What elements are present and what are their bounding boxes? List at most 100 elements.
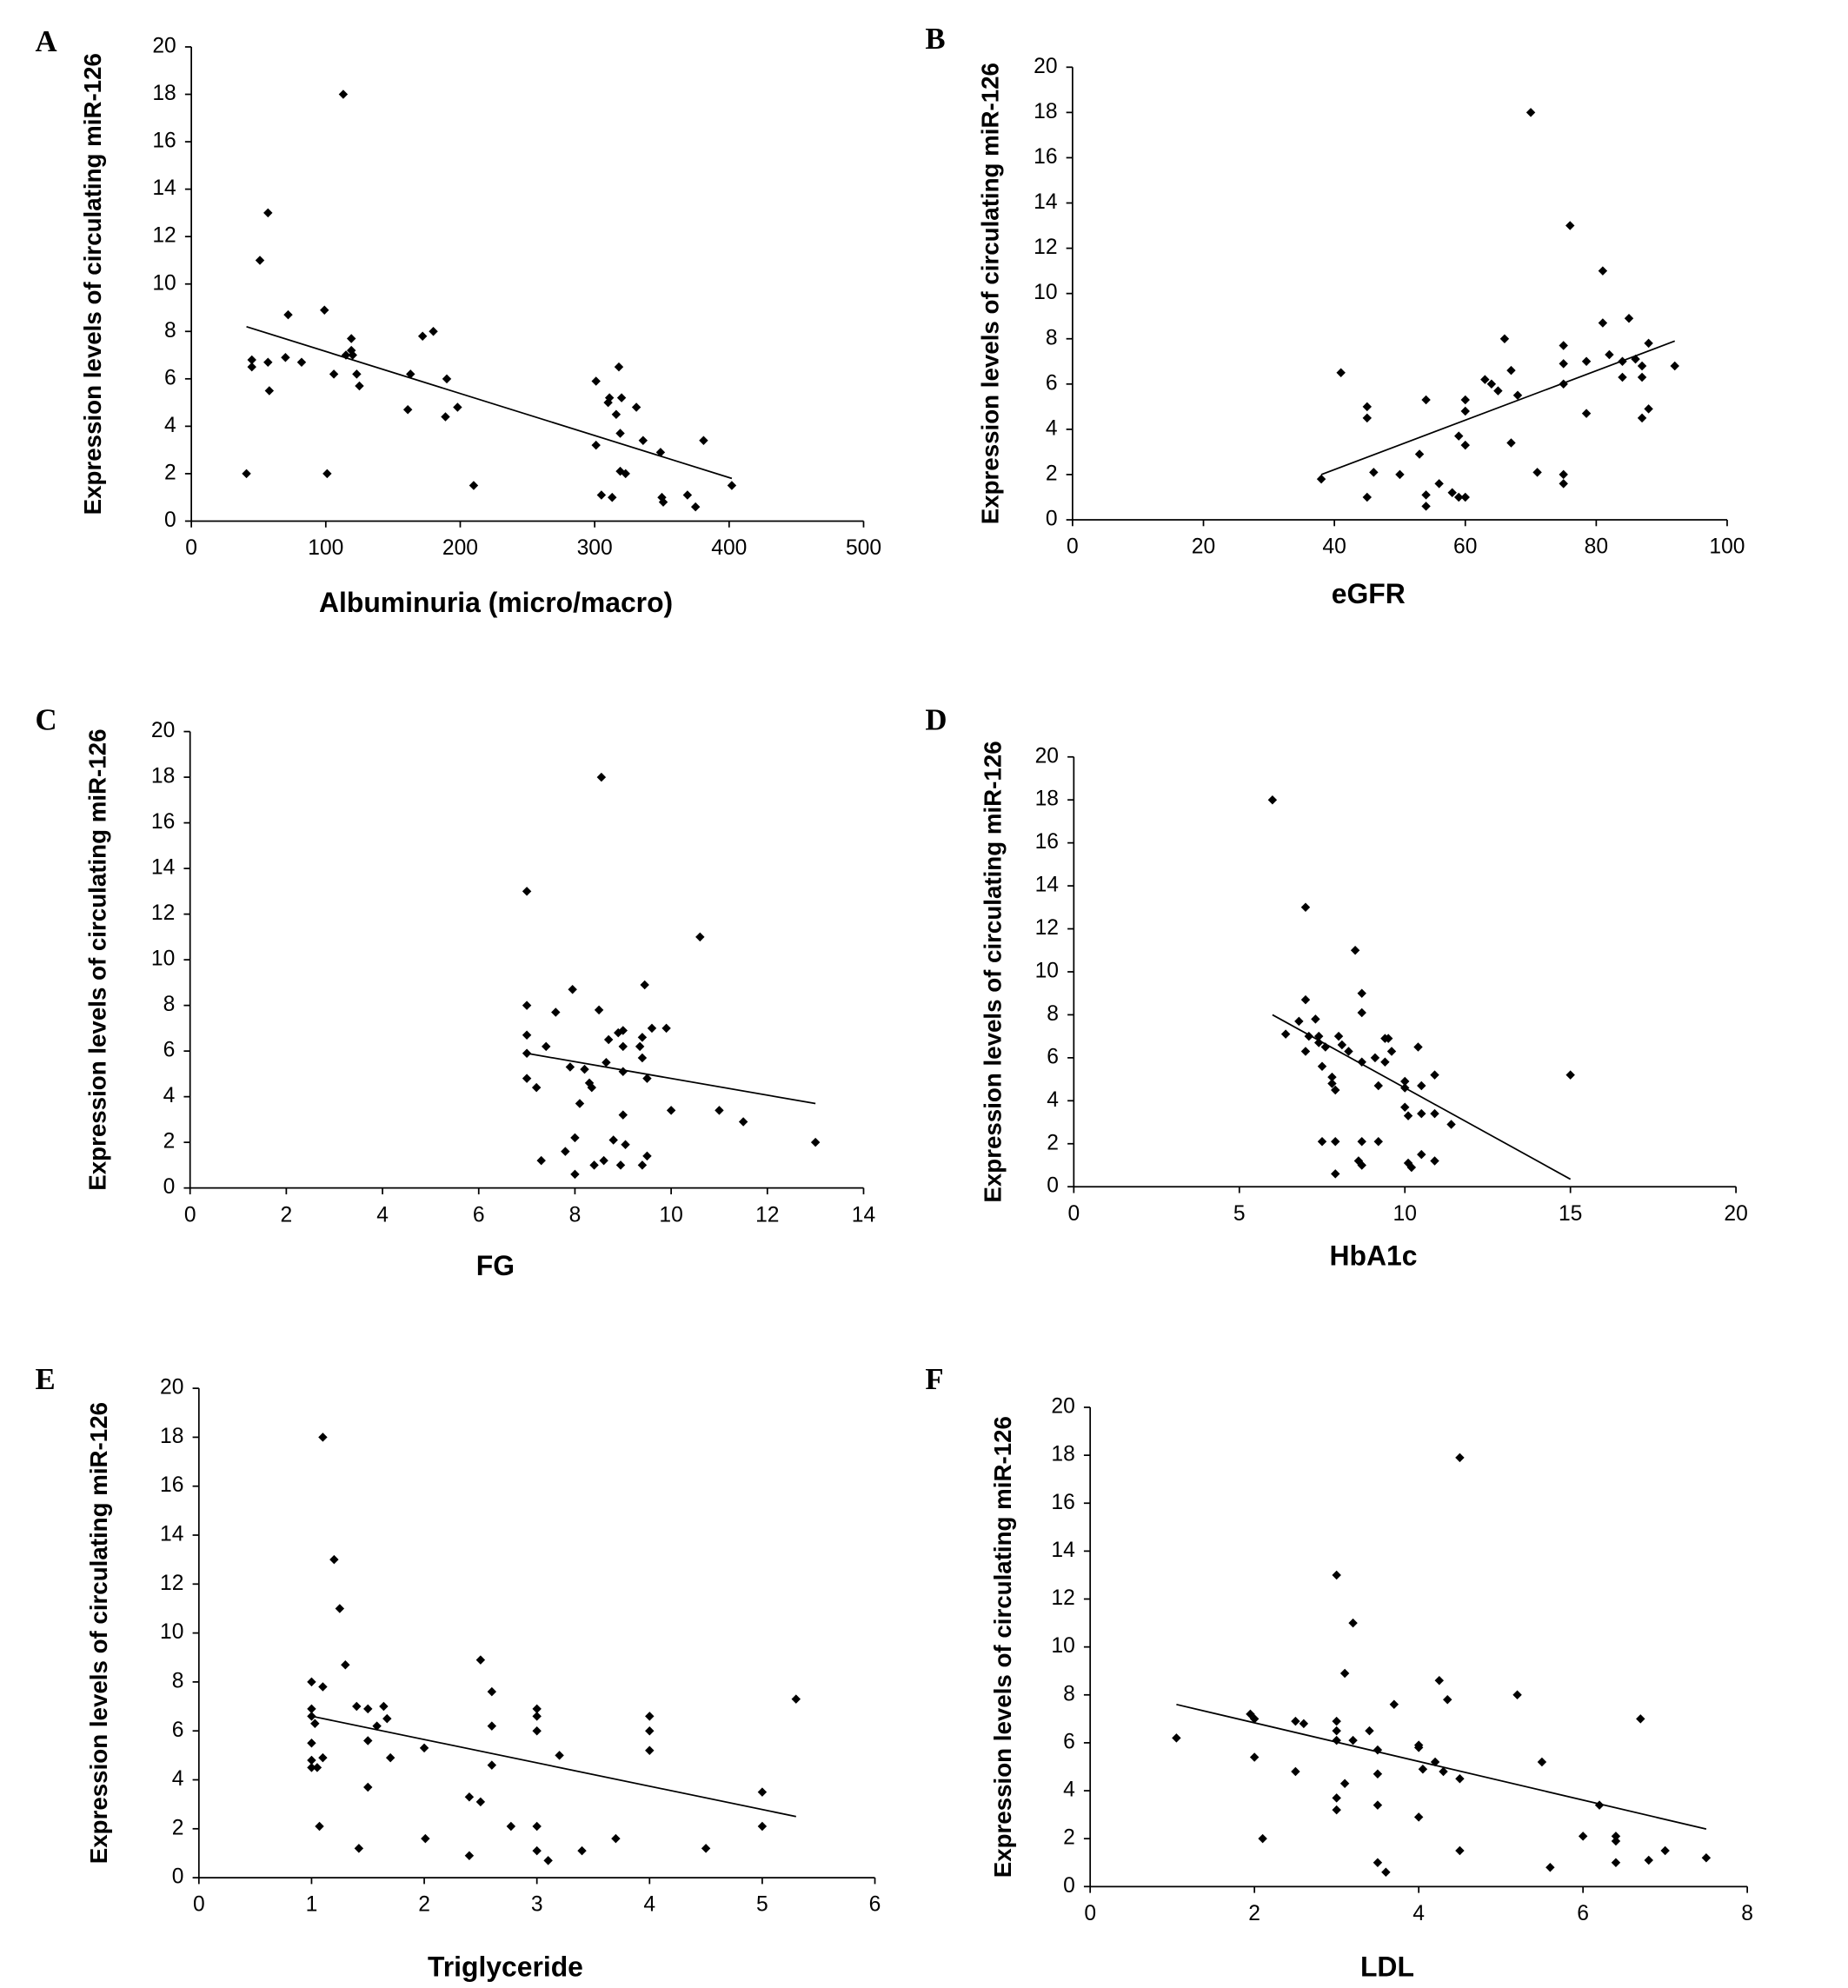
- point: [621, 1140, 630, 1150]
- y-tick-label: 8: [164, 319, 176, 342]
- point: [1406, 1162, 1417, 1173]
- trend-line: [311, 1715, 796, 1818]
- x-tick-label: 0: [1067, 535, 1079, 559]
- point: [1373, 1769, 1383, 1779]
- point: [645, 1712, 655, 1721]
- point: [655, 448, 666, 457]
- point: [1421, 502, 1431, 511]
- point: [1526, 108, 1536, 117]
- point: [429, 327, 438, 336]
- y-tick-label: 8: [163, 993, 176, 1016]
- y-tick-label: 18: [152, 82, 176, 105]
- y-tick-label: 12: [160, 1572, 183, 1595]
- point: [602, 1058, 611, 1067]
- point: [242, 469, 251, 479]
- y-tick-label: 14: [151, 856, 175, 880]
- y-tick-label: 4: [164, 414, 176, 437]
- y-tick-label: 10: [1051, 1634, 1074, 1658]
- point: [642, 1151, 652, 1161]
- trend-line: [1272, 1014, 1572, 1180]
- point: [618, 1026, 628, 1035]
- point: [536, 1155, 546, 1166]
- y-tick-label: 18: [160, 1425, 183, 1448]
- point: [1446, 1120, 1456, 1129]
- point: [645, 1745, 655, 1755]
- point: [1611, 1836, 1621, 1846]
- point: [1311, 1014, 1320, 1024]
- point: [1332, 1735, 1341, 1745]
- point: [637, 1053, 648, 1063]
- x-tick-label: 8: [569, 1203, 582, 1227]
- point: [442, 374, 452, 384]
- point: [1417, 1108, 1426, 1119]
- y-tick-label: 8: [172, 1669, 184, 1692]
- x-tick-label: 300: [577, 536, 613, 560]
- point: [637, 1160, 648, 1170]
- point: [354, 1844, 364, 1853]
- x-tick-label: 14: [852, 1203, 875, 1227]
- point: [1618, 372, 1627, 382]
- point: [421, 1833, 430, 1844]
- x-tick-label: 3: [531, 1893, 543, 1917]
- point: [346, 345, 356, 356]
- point: [441, 412, 450, 422]
- point: [1370, 1053, 1380, 1063]
- point: [551, 1007, 561, 1017]
- point: [1332, 1805, 1341, 1815]
- point: [1373, 1080, 1383, 1091]
- y-tick-label: 16: [151, 810, 175, 834]
- point: [1417, 1149, 1426, 1160]
- point: [318, 1682, 328, 1692]
- y-tick-label: 4: [172, 1767, 184, 1791]
- point: [631, 402, 641, 412]
- y-tick-label: 16: [152, 130, 176, 153]
- point: [615, 466, 625, 476]
- point: [642, 1074, 652, 1083]
- point: [346, 334, 356, 343]
- trend-line: [246, 325, 733, 480]
- point: [1249, 1752, 1260, 1762]
- y-axis-title: Expression levels of circulating miR-126: [979, 741, 1006, 1202]
- point: [1512, 390, 1523, 401]
- point: [1362, 492, 1372, 502]
- point: [1294, 1016, 1304, 1027]
- y-tick-label: 6: [1046, 371, 1058, 395]
- y-tick-label: 20: [160, 1376, 183, 1400]
- x-tick-label: 12: [755, 1203, 779, 1227]
- trend-line: [1176, 1703, 1707, 1831]
- point: [263, 208, 273, 218]
- point: [1413, 1812, 1424, 1822]
- point: [603, 1034, 614, 1045]
- point: [1389, 1699, 1399, 1710]
- point: [335, 1604, 345, 1613]
- point: [1350, 946, 1360, 955]
- x-tick-label: 6: [473, 1203, 485, 1227]
- point: [1559, 359, 1568, 369]
- point: [263, 357, 273, 367]
- y-tick-label: 12: [152, 224, 176, 248]
- point: [1559, 479, 1568, 489]
- point: [615, 1160, 626, 1170]
- y-tick-label: 4: [1047, 1088, 1059, 1112]
- point: [575, 1099, 585, 1108]
- point: [1317, 1137, 1327, 1147]
- point: [363, 1736, 373, 1745]
- point: [352, 1701, 362, 1712]
- y-tick-label: 0: [163, 1175, 176, 1199]
- point: [1258, 1833, 1267, 1844]
- point: [355, 381, 364, 391]
- point: [611, 409, 622, 419]
- point: [738, 1117, 748, 1127]
- point: [810, 1137, 821, 1147]
- point: [1537, 1757, 1547, 1767]
- point: [1172, 1733, 1181, 1743]
- point: [487, 1760, 497, 1770]
- point: [522, 887, 532, 896]
- y-tick-label: 12: [1051, 1586, 1074, 1610]
- point: [318, 1752, 328, 1763]
- point: [348, 350, 357, 360]
- x-tick-label: 4: [643, 1893, 655, 1917]
- point: [1317, 1061, 1327, 1072]
- point: [283, 309, 293, 320]
- point: [1339, 1779, 1350, 1789]
